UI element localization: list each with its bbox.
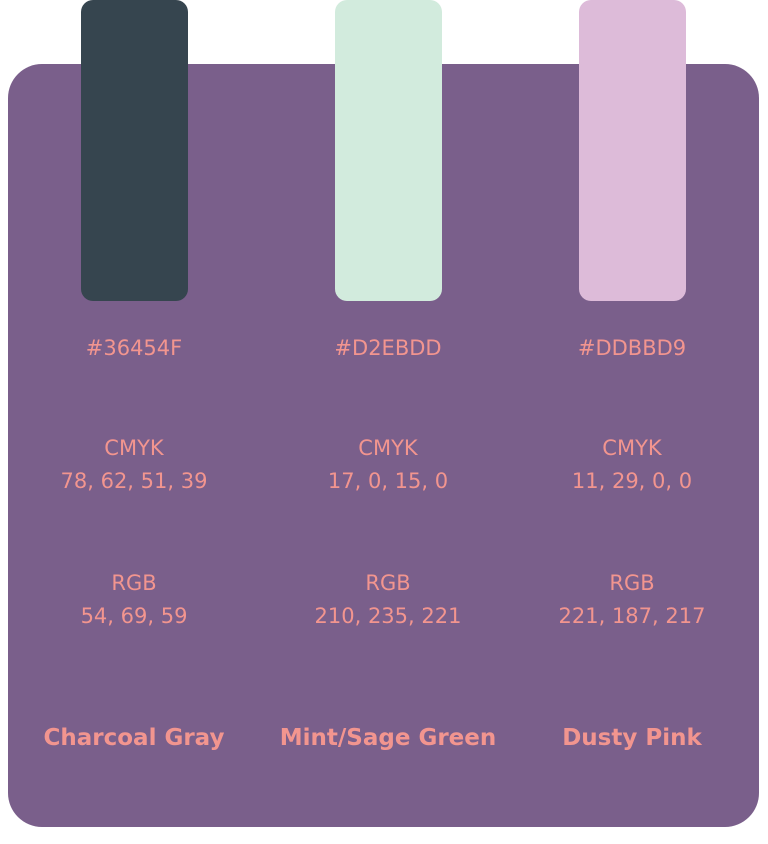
color-column-dusty-pink: #DDBBD9 CMYK 11, 29, 0, 0 RGB 221, 187, … <box>502 0 762 844</box>
rgb-value: 54, 69, 59 <box>80 604 188 628</box>
rgb-label: RGB <box>365 571 411 595</box>
cmyk-value: 11, 29, 0, 0 <box>571 469 693 493</box>
rgb-label: RGB <box>609 571 655 595</box>
cmyk-value: 17, 0, 15, 0 <box>327 469 449 493</box>
color-column-mint-sage-green: #D2EBDD CMYK 17, 0, 15, 0 RGB 210, 235, … <box>258 0 518 844</box>
hex-code: #36454F <box>85 336 183 360</box>
color-name: Mint/Sage Green <box>279 725 497 751</box>
cmyk-value: 78, 62, 51, 39 <box>60 469 208 493</box>
color-name: Dusty Pink <box>562 725 702 751</box>
rgb-value: 221, 187, 217 <box>558 604 706 628</box>
color-name: Charcoal Gray <box>43 725 225 751</box>
hex-code: #D2EBDD <box>334 336 442 360</box>
color-swatch <box>335 0 442 301</box>
color-swatch <box>579 0 686 301</box>
color-swatch <box>81 0 188 301</box>
rgb-label: RGB <box>111 571 157 595</box>
cmyk-label: CMYK <box>358 436 418 460</box>
rgb-value: 210, 235, 221 <box>314 604 462 628</box>
color-column-charcoal-gray: #36454F CMYK 78, 62, 51, 39 RGB 54, 69, … <box>4 0 264 844</box>
cmyk-label: CMYK <box>602 436 662 460</box>
cmyk-label: CMYK <box>104 436 164 460</box>
hex-code: #DDBBD9 <box>577 336 687 360</box>
